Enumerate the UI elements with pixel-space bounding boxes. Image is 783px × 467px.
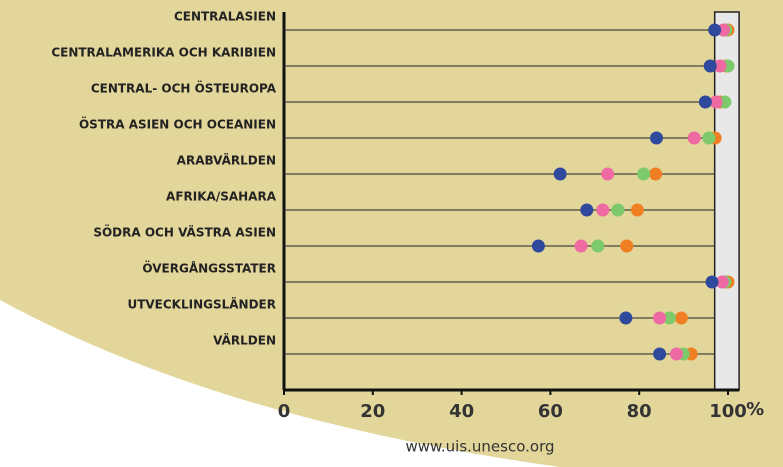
category-label: AFRIKA/SAHARA xyxy=(166,190,277,204)
category-label: ÖVERGÅNGSSTATER xyxy=(142,261,276,276)
category-label: ARABVÄRLDEN xyxy=(177,153,276,168)
dot xyxy=(708,23,722,37)
source: www.uis.unesco.org xyxy=(405,438,554,456)
dot xyxy=(619,311,633,325)
dot xyxy=(715,275,729,289)
dot xyxy=(687,131,701,145)
dot xyxy=(702,131,716,145)
category-label: CENTRALASIEN xyxy=(174,10,276,24)
x-tick-label: 40 xyxy=(449,401,474,422)
dot xyxy=(637,167,651,181)
x-axis-label: % xyxy=(746,399,764,420)
dot xyxy=(611,203,625,217)
dot xyxy=(703,59,717,73)
dot xyxy=(531,239,545,253)
dot xyxy=(601,167,615,181)
dot xyxy=(718,95,732,109)
x-tick-label: 0 xyxy=(278,401,291,422)
x-tick-label: 100 xyxy=(709,401,747,422)
dot xyxy=(620,239,634,253)
dot xyxy=(713,59,727,73)
dot xyxy=(705,275,719,289)
dot xyxy=(674,311,688,325)
dot xyxy=(553,167,567,181)
dot xyxy=(650,131,664,145)
category-label: CENTRAL- OCH ÖSTEUROPA xyxy=(91,81,277,96)
dot xyxy=(591,239,605,253)
dot xyxy=(649,167,663,181)
dot xyxy=(653,311,667,325)
dot xyxy=(709,95,723,109)
x-tick-label: 80 xyxy=(627,401,652,422)
shaded-band xyxy=(713,11,740,391)
dot xyxy=(580,203,594,217)
dot xyxy=(653,347,667,361)
dot xyxy=(596,203,610,217)
x-tick-label: 20 xyxy=(360,401,385,422)
category-label: CENTRALAMERIKA OCH KARIBIEN xyxy=(51,46,276,60)
category-label: UTVECKLINGSLÄNDER xyxy=(127,297,276,312)
category-label: ÖSTRA ASIEN OCH OCEANIEN xyxy=(79,117,276,132)
dot xyxy=(717,23,731,37)
x-tick-label: 60 xyxy=(538,401,563,422)
dot xyxy=(630,203,644,217)
dot xyxy=(662,311,676,325)
category-label: SÖDRA OCH VÄSTRA ASIEN xyxy=(93,225,276,240)
dot xyxy=(669,347,683,361)
category-label: VÄRLDEN xyxy=(213,333,276,348)
dot xyxy=(698,95,712,109)
dot xyxy=(574,239,588,253)
